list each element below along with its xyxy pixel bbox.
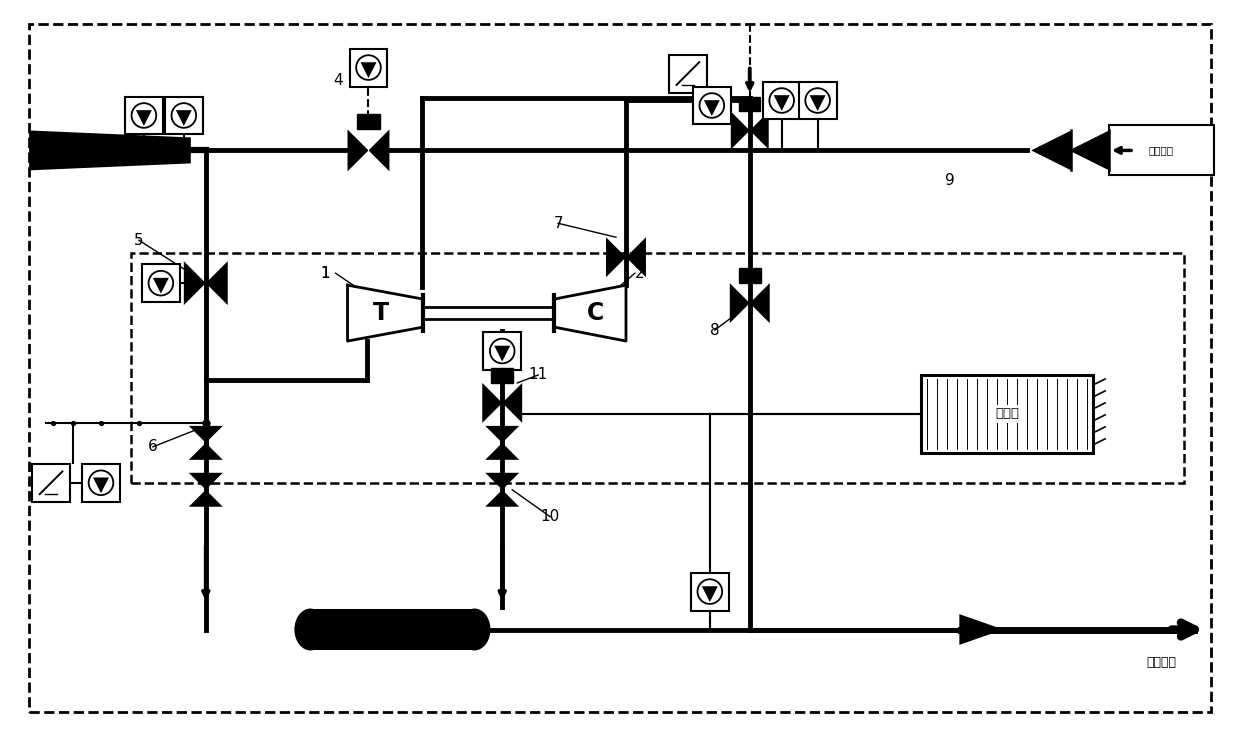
Polygon shape [960, 614, 1003, 645]
Text: 2: 2 [635, 265, 645, 281]
Polygon shape [347, 285, 423, 341]
Bar [82, 464, 120, 502]
Polygon shape [176, 110, 192, 126]
Polygon shape [1032, 130, 1071, 171]
Bar [125, 96, 162, 135]
Text: 8: 8 [711, 323, 719, 337]
Polygon shape [136, 110, 151, 126]
Polygon shape [485, 443, 520, 460]
Text: 10: 10 [541, 509, 559, 524]
Polygon shape [153, 278, 169, 293]
Bar [484, 332, 521, 370]
Text: 4: 4 [334, 73, 343, 88]
Polygon shape [29, 130, 191, 171]
Text: 计算机: 计算机 [996, 407, 1019, 420]
Polygon shape [495, 345, 510, 362]
Text: 5: 5 [134, 233, 144, 248]
Bar [491, 368, 513, 383]
Polygon shape [93, 478, 109, 493]
Bar [350, 49, 387, 87]
Bar [165, 96, 203, 135]
Text: 7: 7 [553, 216, 563, 231]
Polygon shape [554, 285, 626, 341]
Text: T: T [372, 301, 388, 325]
Polygon shape [482, 383, 522, 423]
Polygon shape [774, 96, 790, 111]
Polygon shape [485, 490, 520, 506]
Polygon shape [188, 473, 223, 490]
Bar [693, 87, 730, 124]
Bar [799, 82, 837, 120]
Bar [763, 82, 801, 120]
Text: 低压蒸汽: 低压蒸汽 [1148, 146, 1173, 155]
Bar [357, 114, 379, 129]
Polygon shape [810, 96, 826, 111]
Bar [668, 54, 707, 93]
Text: 6: 6 [148, 440, 157, 454]
Text: 11: 11 [528, 368, 548, 382]
Text: 1: 1 [321, 265, 330, 281]
Ellipse shape [294, 609, 326, 650]
Polygon shape [730, 283, 770, 323]
Bar [739, 268, 760, 283]
Polygon shape [606, 237, 646, 277]
Bar [1109, 126, 1214, 176]
Bar [691, 573, 729, 611]
Polygon shape [188, 443, 223, 460]
Bar [141, 264, 180, 302]
Polygon shape [184, 261, 228, 305]
Ellipse shape [459, 609, 491, 650]
Polygon shape [702, 587, 718, 602]
Polygon shape [361, 62, 377, 78]
Text: 1: 1 [321, 265, 330, 281]
Text: C: C [587, 301, 604, 325]
Bar [921, 375, 1094, 453]
Polygon shape [310, 609, 475, 650]
Bar [131, 254, 1184, 483]
Polygon shape [188, 426, 223, 443]
Text: 9: 9 [945, 173, 955, 188]
Text: 去热用户: 去热用户 [1146, 656, 1176, 669]
Polygon shape [704, 100, 719, 116]
Polygon shape [1069, 130, 1109, 171]
Bar [32, 464, 69, 502]
Bar [739, 97, 760, 112]
Polygon shape [730, 112, 769, 149]
Polygon shape [485, 473, 520, 490]
Polygon shape [485, 426, 520, 443]
Polygon shape [188, 490, 223, 506]
Polygon shape [347, 129, 389, 171]
